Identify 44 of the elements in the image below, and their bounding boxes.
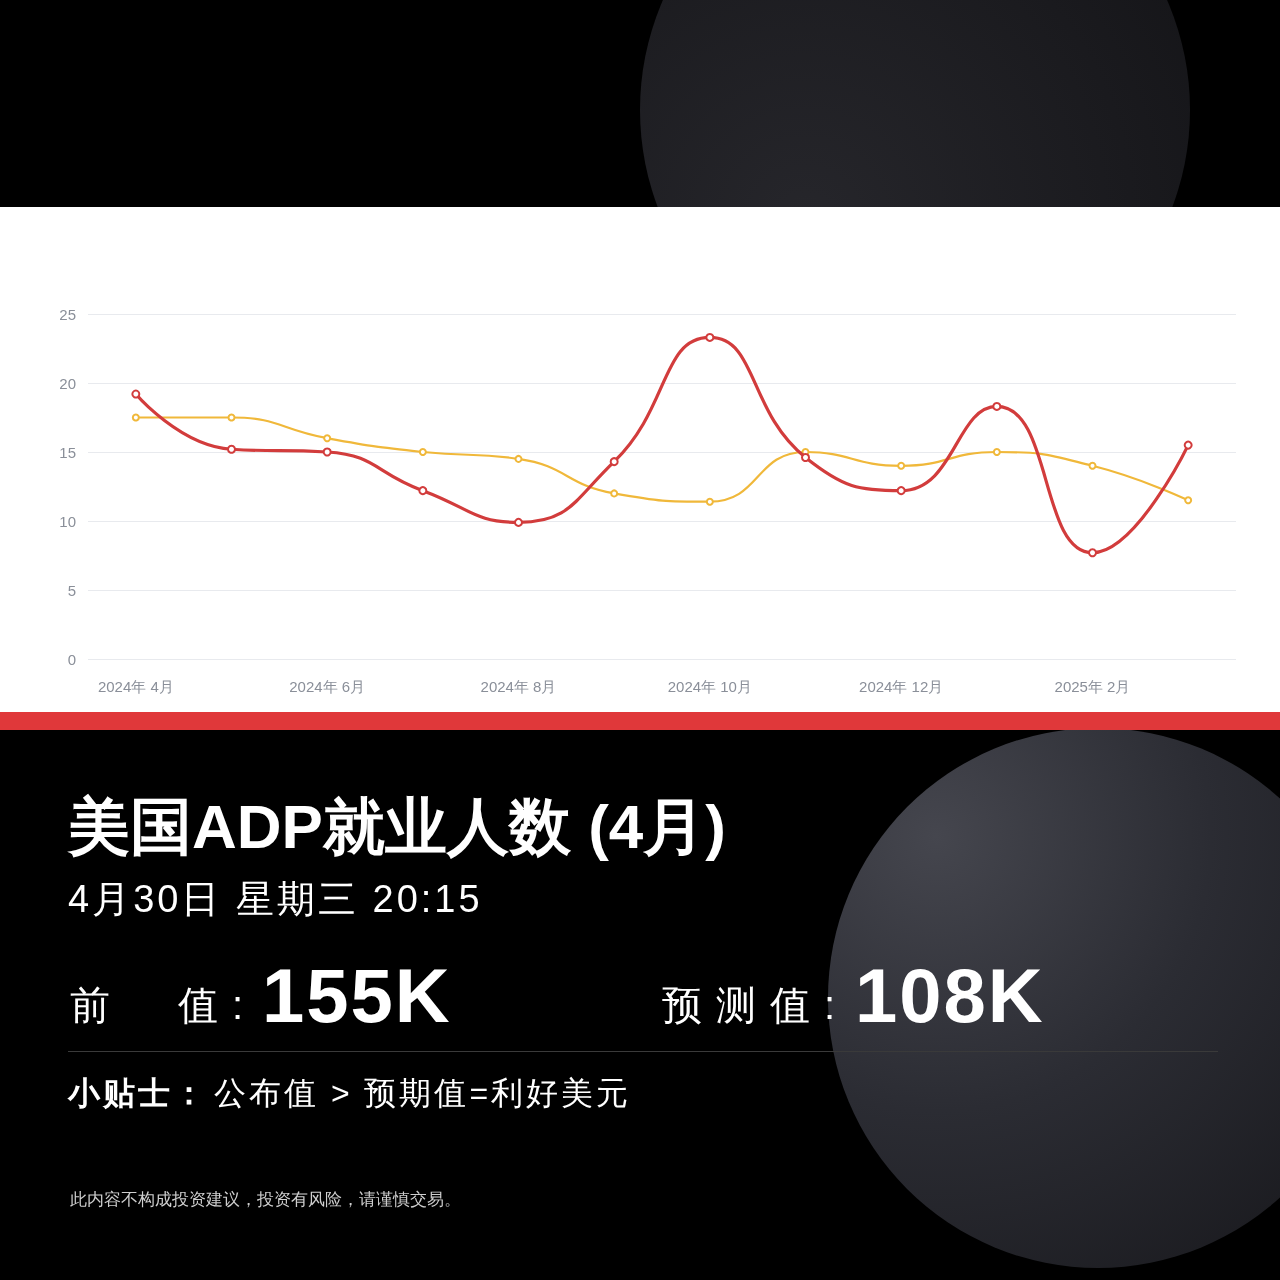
point [801,453,810,463]
y-tick-label: 5 [67,581,76,599]
point [610,489,619,498]
point [1183,440,1193,450]
point [705,497,714,506]
point [227,413,236,422]
point [1184,496,1193,505]
x-tick-label: 2025年 2月 [1054,678,1131,695]
point [131,413,140,422]
point [705,332,715,342]
point [322,447,332,457]
x-tick-label: 2024年 8月 [480,678,557,695]
x-tick-label: 2024年 4月 [97,678,174,695]
x-tick-label: 2024年 6月 [289,678,366,695]
point [514,454,523,463]
point [514,517,523,527]
text: 美国ADP就业人数 (4月) [68,792,726,861]
x-tick-label: 2024年 12月 [859,678,944,695]
text: 预测值: [662,983,850,1027]
text: 155K [262,953,452,1038]
x-tick-label: 2024年 10月 [667,678,752,695]
point [609,457,619,467]
y-tick-label: 0 [67,650,76,668]
text: 此内容不构成投资建议，投资有风险，请谨慎交易。 [70,1190,461,1209]
text: 108K [855,953,1045,1038]
point [992,448,1001,456]
text: 小贴士： [68,1075,208,1111]
point [131,389,141,399]
y-tick-label: 15 [59,443,76,461]
point [1088,461,1097,470]
text: 4月30日 星期三 20:15 [68,878,483,920]
y-tick-label: 20 [59,374,76,392]
point [1088,548,1097,558]
point [227,444,236,454]
point [418,448,427,456]
y-tick-label: 10 [59,512,76,530]
text: 公布值 > 预期值=利好美元 [214,1075,632,1111]
point [896,486,906,496]
y-tick-label: 25 [59,305,76,323]
point [897,461,906,470]
point [418,486,428,496]
point [323,434,332,443]
text: 前 值: [70,983,258,1027]
point [992,401,1002,411]
